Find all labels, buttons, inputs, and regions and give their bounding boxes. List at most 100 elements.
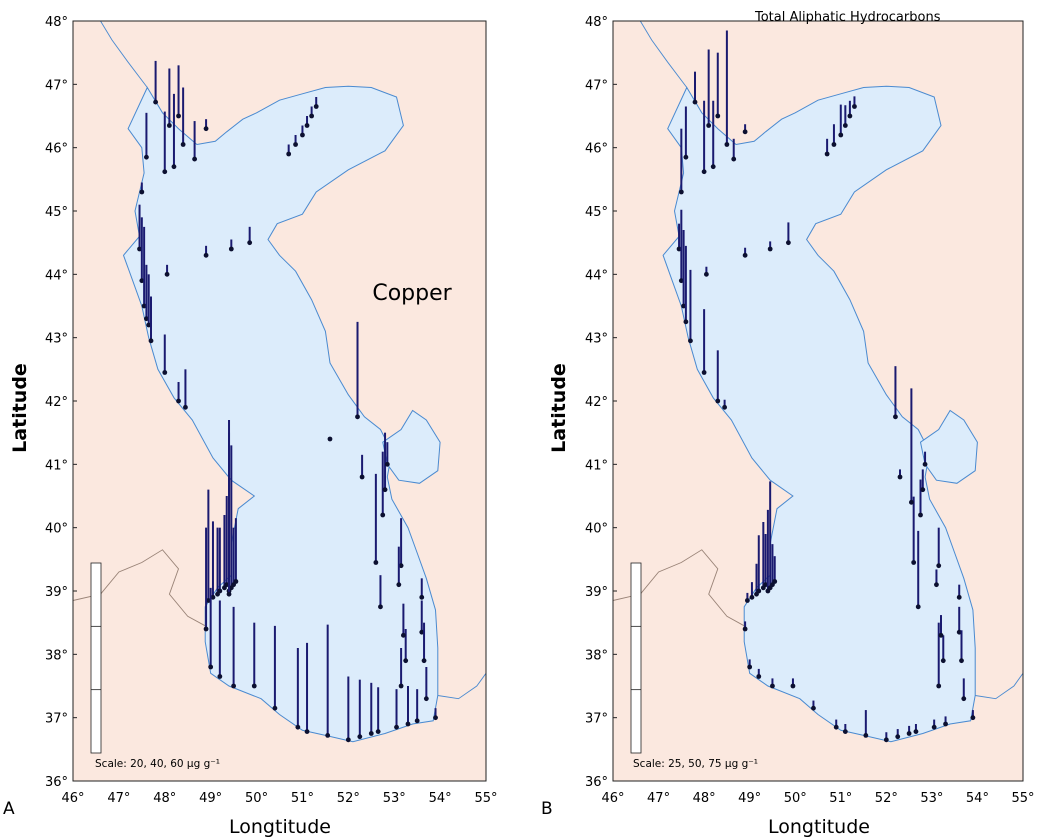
station-marker (790, 683, 796, 689)
station-marker (703, 271, 709, 277)
y-tick-label: 40° (585, 522, 608, 537)
station-marker (961, 696, 967, 702)
station-marker (419, 629, 425, 635)
scale-box (630, 562, 642, 754)
station-marker (375, 729, 381, 734)
station-marker (146, 322, 152, 328)
y-axis-title: Latitude (9, 363, 31, 453)
station-marker (394, 724, 399, 730)
y-tick-label: 39° (585, 585, 608, 600)
y-tick-label: 36° (585, 775, 608, 790)
station-marker (831, 142, 837, 147)
station-marker (380, 512, 386, 518)
station-marker (852, 104, 857, 109)
station-marker (423, 696, 429, 702)
map-panel-b: 46° 47° 48° 49° 50° 51° 52° 53° 54° 55° 36° 37° 38°… (541, 10, 1035, 838)
scale-label: Scale: 25, 50, 75 μg g⁻¹ (633, 758, 758, 770)
x-axis-title: Longtitude (768, 816, 870, 838)
x-tick-label: 49° (199, 791, 222, 806)
station-marker (811, 705, 816, 711)
station-marker (913, 729, 919, 734)
station-marker (683, 154, 689, 160)
x-tick-label: 51° (829, 791, 852, 806)
station-marker (398, 563, 404, 569)
station-marker (210, 594, 216, 600)
station-marker (863, 733, 869, 738)
scale-bar (90, 562, 102, 754)
station-marker (715, 398, 721, 404)
station-marker (144, 154, 149, 160)
station-marker (153, 99, 159, 105)
x-tick-label: 47° (647, 791, 670, 806)
station-marker (724, 142, 730, 147)
station-marker (744, 598, 750, 603)
station-marker (327, 436, 333, 442)
station-marker (742, 626, 748, 632)
station-marker (217, 588, 223, 594)
station-marker (401, 632, 406, 638)
station-marker (205, 598, 211, 603)
panel-letter: B (541, 799, 553, 819)
y-tick-label: 36° (45, 775, 68, 790)
station-marker (715, 113, 721, 119)
station-marker (763, 582, 769, 588)
scale-label: Scale: 20, 40, 60 μg g⁻¹ (95, 758, 220, 770)
station-marker (936, 563, 942, 569)
station-marker (920, 487, 926, 493)
x-tick-label: 47° (107, 791, 130, 806)
station-marker (217, 674, 223, 679)
kara-bogaz-gol-bay (919, 409, 978, 484)
station-marker (911, 560, 917, 565)
station-marker (915, 604, 921, 610)
y-tick-label: 45° (585, 205, 608, 220)
x-tick-label: 48° (153, 791, 176, 806)
station-marker (309, 113, 315, 119)
station-marker (742, 129, 748, 135)
station-marker (405, 721, 411, 727)
station-sticks (676, 30, 976, 743)
station-marker (756, 588, 762, 594)
station-marker (678, 189, 684, 195)
station-marker (304, 123, 310, 128)
y-axis-ticks: 36° 37° 38° 39° 40° 41° 42° 43° 44° 45° 46° 47° 48° (585, 15, 617, 790)
station-marker (938, 632, 944, 638)
station-marker (956, 629, 962, 635)
plot-area-b (612, 20, 1024, 782)
y-axis-title: Latitude (548, 363, 570, 453)
station-marker (940, 658, 946, 664)
x-tick-label: 55° (1011, 791, 1034, 806)
y-tick-label: 43° (585, 332, 608, 347)
station-marker (355, 414, 360, 420)
y-tick-label: 44° (45, 268, 68, 283)
station-marker (139, 278, 145, 284)
station-marker (688, 338, 693, 344)
station-marker (893, 414, 898, 420)
x-tick-label: 53° (920, 791, 943, 806)
station-marker (396, 582, 402, 588)
panel-letter: A (3, 799, 15, 819)
y-tick-label: 46° (45, 142, 68, 157)
station-marker (224, 582, 230, 588)
station-marker (192, 156, 198, 162)
x-tick-label: 54° (429, 791, 452, 806)
station-marker (176, 113, 181, 119)
station-marker (345, 737, 351, 743)
y-axis-ticks: 36° 37° 38° 39° 40° 41° 42° 43° 44° 45° 46° 47° 48° (45, 15, 77, 790)
station-marker (842, 123, 848, 128)
station-marker (203, 626, 209, 632)
station-marker (931, 724, 937, 730)
station-marker (722, 404, 728, 410)
station-marker (203, 252, 209, 258)
station-marker (842, 729, 848, 734)
station-marker (895, 734, 901, 740)
station-marker (171, 164, 177, 170)
station-marker (908, 499, 914, 505)
station-marker (203, 126, 209, 132)
y-tick-label: 48° (585, 15, 608, 30)
station-marker (934, 582, 939, 588)
x-tick-label: 52° (337, 791, 360, 806)
station-marker (357, 734, 363, 740)
station-marker (742, 252, 748, 258)
station-marker (251, 683, 257, 689)
station-sticks (137, 60, 438, 743)
